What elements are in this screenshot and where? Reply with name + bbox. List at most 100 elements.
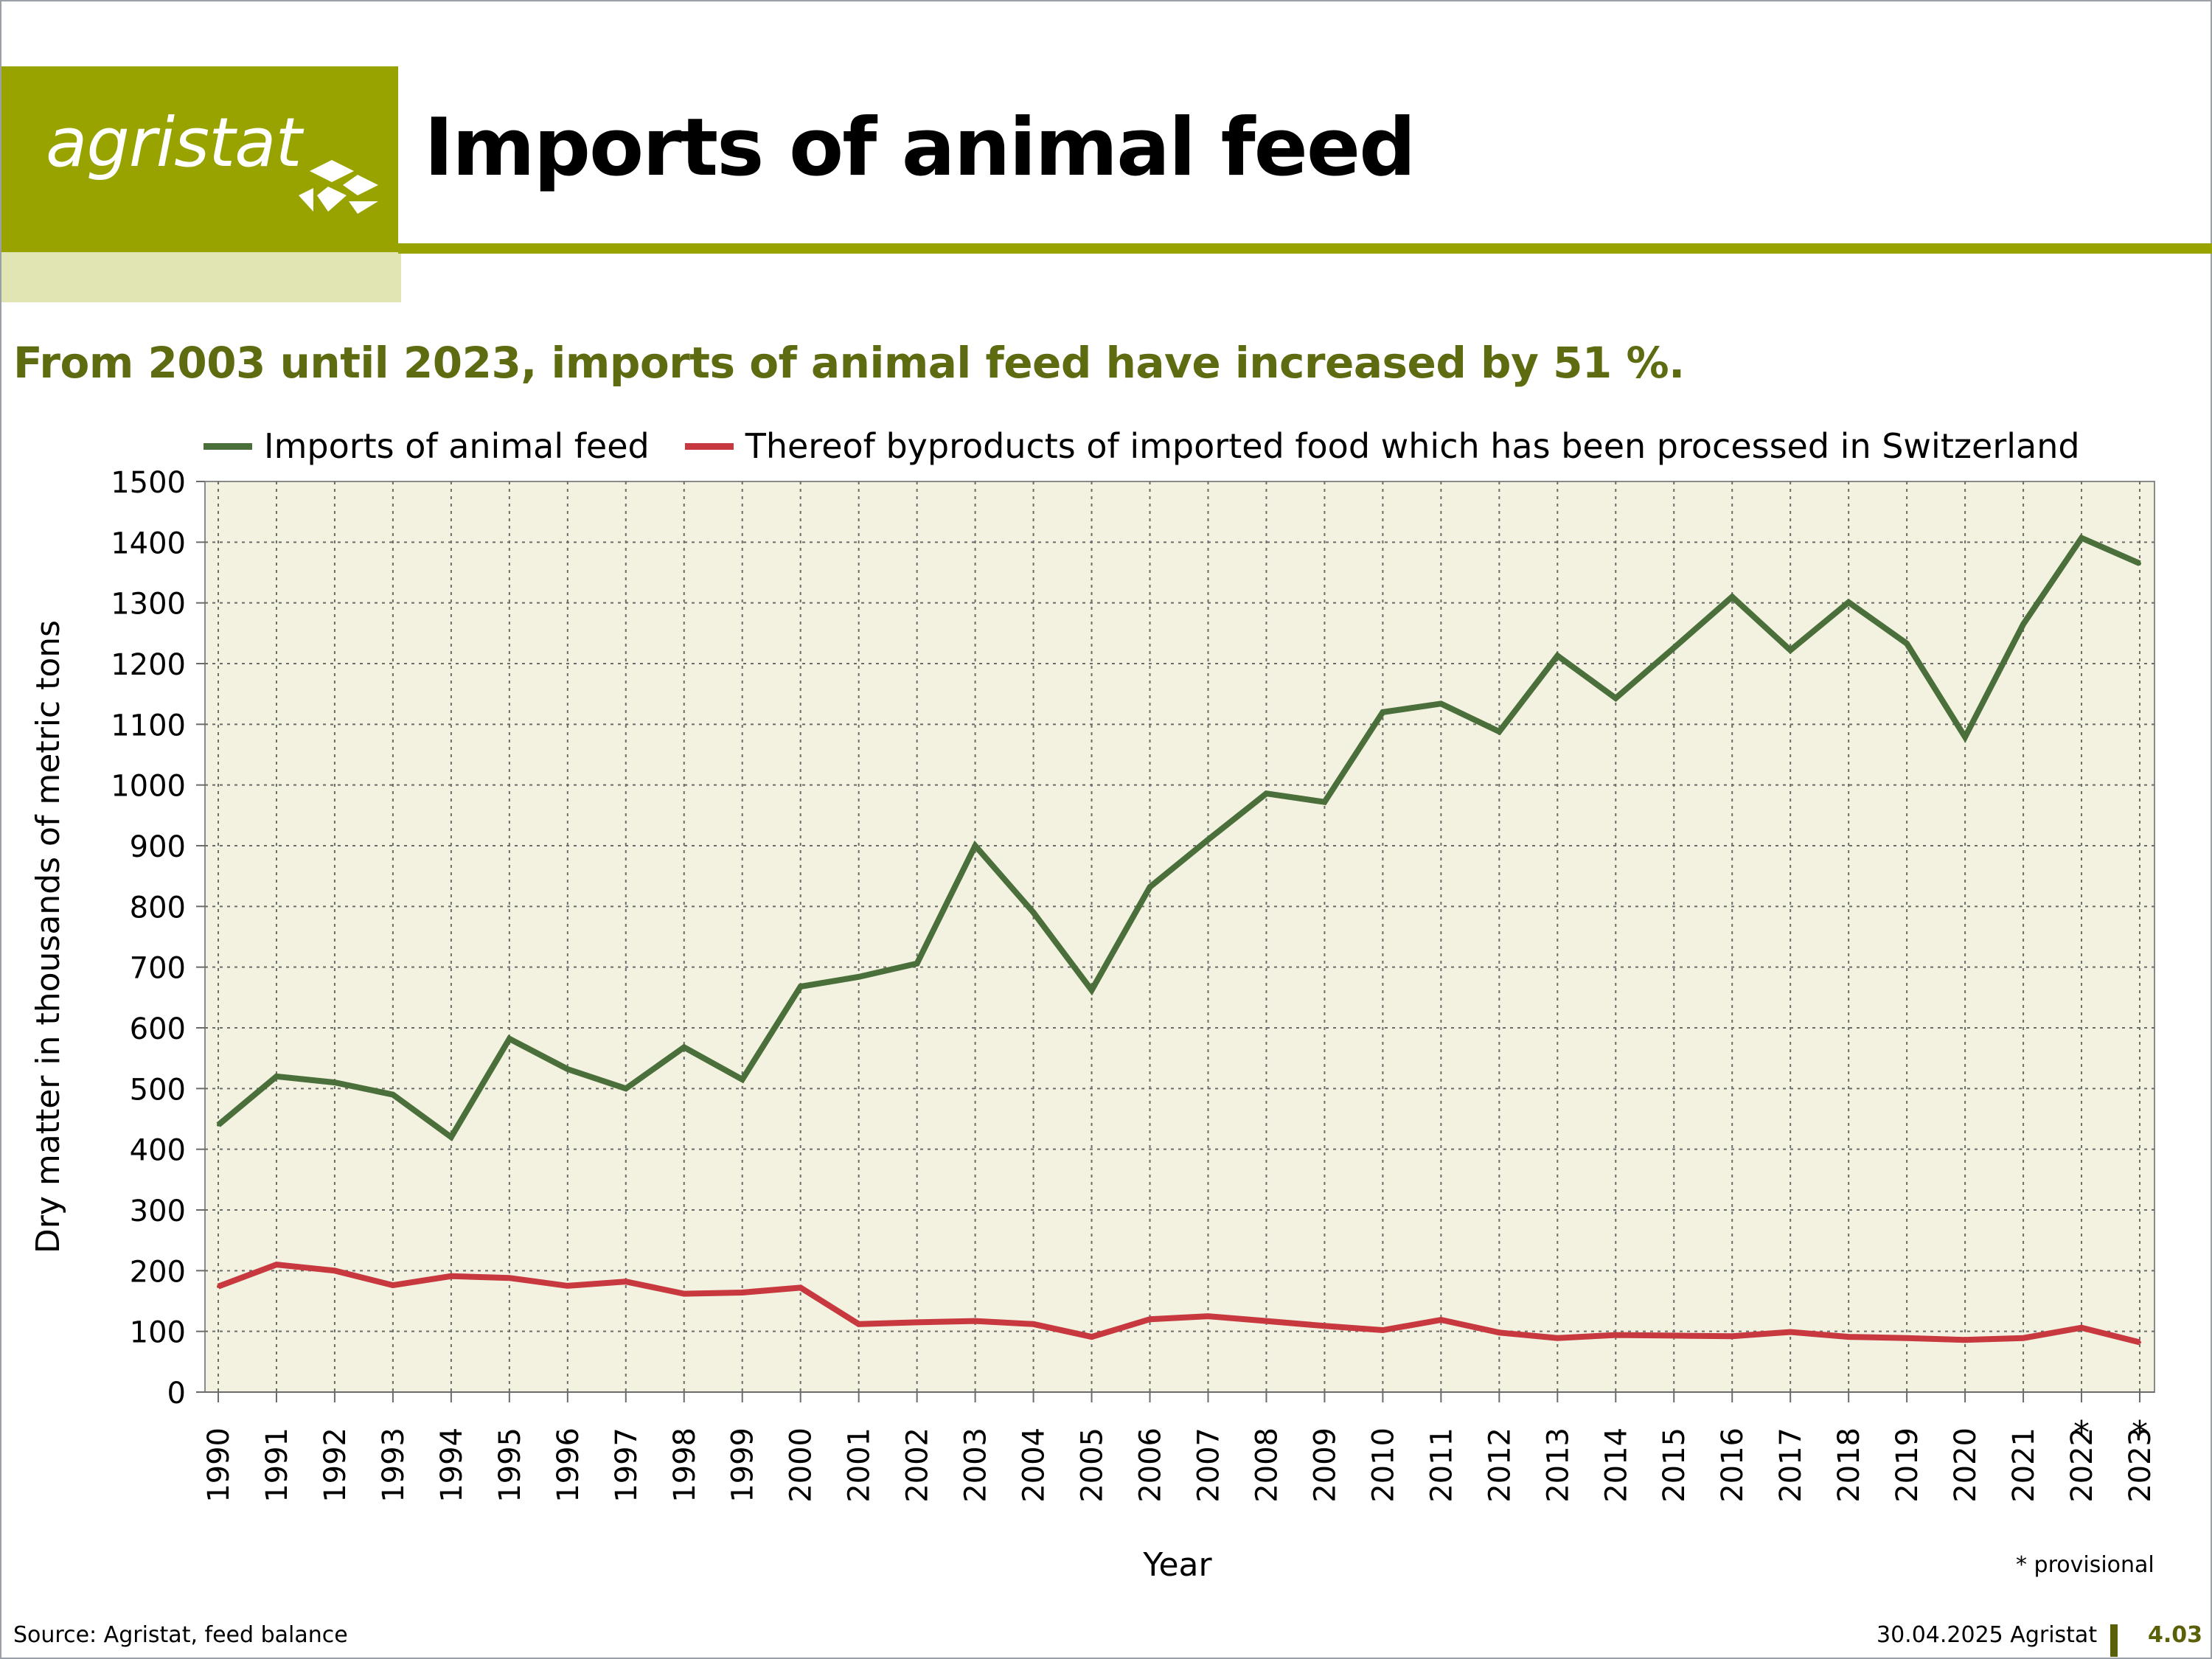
- legend-label-imports: Imports of animal feed: [264, 426, 650, 466]
- agristat-logo-icon: [299, 160, 378, 214]
- x-tick-label: 2019: [1891, 1427, 1924, 1503]
- data-point: [449, 1135, 453, 1139]
- x-tick-label: 2001: [843, 1427, 877, 1503]
- data-point: [973, 844, 977, 847]
- data-point: [1381, 1329, 1385, 1332]
- footer-date: 30.04.2025 Agristat: [1877, 1622, 2098, 1648]
- legend-item-byproducts: Thereof byproducts of imported food whic…: [684, 426, 2080, 466]
- y-tick-label: 400: [130, 1134, 186, 1168]
- y-tick-label: 1000: [111, 770, 186, 804]
- data-point: [507, 1037, 511, 1040]
- x-tick-label: 2016: [1716, 1427, 1750, 1503]
- data-point: [391, 1093, 394, 1096]
- chart-legend: Imports of animal feed Thereof byproduct…: [204, 424, 2115, 468]
- x-tick-label: 1995: [493, 1427, 527, 1503]
- x-tick-label: 2021: [2007, 1427, 2041, 1503]
- data-point: [1964, 735, 1967, 739]
- x-tick-label: 1991: [260, 1427, 294, 1503]
- legend-label-byproducts: Thereof byproducts of imported food whic…: [745, 426, 2080, 466]
- y-tick-label: 200: [130, 1255, 186, 1289]
- provisional-note: * provisional: [2016, 1552, 2154, 1578]
- y-tick-label: 700: [130, 952, 186, 986]
- data-point: [274, 1263, 278, 1267]
- x-tick-label: 2015: [1658, 1427, 1691, 1503]
- data-point: [1614, 696, 1618, 700]
- y-tick-label: 1400: [111, 526, 186, 560]
- data-point: [1090, 1335, 1093, 1339]
- data-point: [333, 1081, 336, 1085]
- legend-item-imports: Imports of animal feed: [204, 426, 650, 466]
- y-tick-label: 800: [130, 891, 186, 925]
- x-tick-label: 2004: [1018, 1427, 1051, 1503]
- data-point: [1206, 1315, 1210, 1318]
- data-point: [1090, 988, 1093, 992]
- data-point: [1847, 600, 1851, 604]
- x-tick-label: 2006: [1134, 1427, 1168, 1503]
- x-tick-label: 1999: [726, 1427, 760, 1503]
- x-tick-label: 1998: [668, 1427, 702, 1503]
- data-point: [1323, 800, 1326, 804]
- data-point: [1148, 1318, 1152, 1321]
- data-point: [1032, 1322, 1035, 1326]
- x-tick-label: 2008: [1250, 1427, 1284, 1503]
- provisional-mark: *: [2073, 1414, 2090, 1452]
- x-tick-label: 2020: [1949, 1427, 1983, 1503]
- y-tick-label: 1500: [111, 466, 186, 500]
- y-tick-label: 0: [167, 1377, 186, 1411]
- data-point: [624, 1280, 627, 1284]
- data-point: [799, 1286, 802, 1290]
- x-tick-label: 2012: [1483, 1427, 1517, 1503]
- data-point: [2138, 562, 2141, 566]
- y-tick-label: 100: [130, 1316, 186, 1350]
- x-tick-label: 1992: [319, 1427, 352, 1503]
- data-point: [857, 975, 860, 978]
- series-line-1: [217, 1262, 2140, 1346]
- data-point: [1498, 1331, 1501, 1335]
- data-point: [1265, 792, 1268, 796]
- provisional-mark: *: [2132, 1414, 2148, 1452]
- series-line-0: [216, 534, 2141, 1142]
- x-tick-label: 1994: [435, 1427, 469, 1503]
- data-point: [1672, 1334, 1676, 1338]
- data-point: [857, 1322, 860, 1326]
- x-tick-label: 2017: [1774, 1427, 1808, 1503]
- data-point: [1498, 730, 1501, 734]
- x-tick-label: 1993: [377, 1427, 411, 1503]
- x-tick-label: 2014: [1599, 1427, 1633, 1503]
- logo-underbar: [1, 252, 401, 302]
- data-point: [740, 1290, 744, 1294]
- data-point: [1381, 710, 1385, 714]
- data-point: [1964, 1338, 1967, 1342]
- data-point: [449, 1274, 453, 1278]
- logo-block: [1, 66, 398, 252]
- data-point: [2080, 1326, 2084, 1329]
- data-point: [507, 1276, 511, 1280]
- data-point: [624, 1087, 627, 1091]
- data-point: [1731, 595, 1734, 599]
- x-tick-label: 2003: [959, 1427, 993, 1503]
- data-point: [2138, 1340, 2141, 1344]
- data-point: [217, 1284, 220, 1288]
- x-tick-label: 2013: [1541, 1427, 1575, 1503]
- x-tick-label: 2002: [901, 1427, 935, 1503]
- x-tick-label: 2022: [2065, 1427, 2099, 1503]
- data-point: [1556, 1336, 1559, 1340]
- data-point: [566, 1284, 569, 1287]
- data-point: [1905, 641, 1909, 645]
- data-point: [2022, 1336, 2025, 1340]
- y-tick-label: 500: [130, 1073, 186, 1107]
- data-point: [1789, 1330, 1792, 1334]
- chart-subtitle: From 2003 until 2023, imports of animal …: [13, 338, 1685, 388]
- x-tick-label: 2011: [1425, 1427, 1458, 1503]
- y-tick-label: 600: [130, 1012, 186, 1046]
- y-tick-label: 300: [130, 1194, 186, 1228]
- data-point: [2022, 622, 2025, 626]
- data-point: [1439, 1318, 1443, 1322]
- data-point: [1556, 654, 1559, 658]
- data-point: [217, 1123, 220, 1127]
- data-point: [1614, 1333, 1618, 1337]
- x-axis-title: Year: [1142, 1546, 1212, 1584]
- x-tick-label: 2005: [1076, 1427, 1110, 1503]
